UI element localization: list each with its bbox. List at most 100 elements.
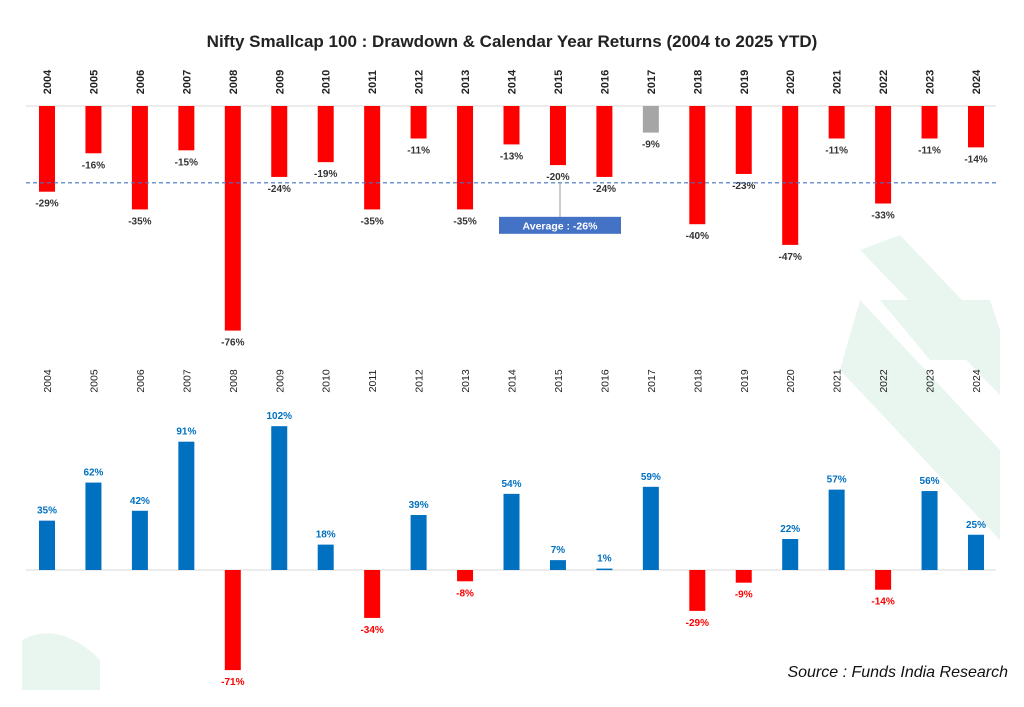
drawdown-data-label: -13% [500,151,523,162]
drawdown-year-label: 2006 [135,70,147,94]
drawdown-bar [782,106,799,245]
drawdown-data-label: -11% [407,146,430,157]
returns-bar [224,570,241,671]
returns-year-label: 2006 [135,369,147,393]
returns-year-label: 2014 [507,369,519,393]
returns-data-label: -34% [360,625,383,636]
drawdown-year-label: 2012 [414,70,426,94]
source-note: Source : Funds India Research [787,664,1008,681]
watermark-shape [22,633,100,690]
returns-year-label: 2004 [42,369,54,393]
returns-data-label: 91% [176,427,196,438]
returns-data-label: 57% [827,475,847,486]
returns-data-label: 39% [409,500,429,511]
returns-year-label: 2017 [646,369,658,393]
drawdown-year-label: 2021 [832,70,844,94]
drawdown-data-label: -35% [453,216,476,227]
returns-year-label: 2021 [832,369,844,393]
returns-year-label: 2015 [553,369,565,393]
returns-data-label: 54% [501,479,521,490]
drawdown-data-label: -11% [825,146,848,157]
drawdown-data-label: -16% [82,160,105,171]
returns-data-label: 22% [780,524,800,535]
drawdown-bar [921,106,938,139]
drawdown-year-label: 2017 [646,70,658,94]
drawdown-year-label: 2023 [925,70,937,94]
drawdown-data-label: -11% [918,146,941,157]
returns-year-label: 2009 [274,369,286,393]
drawdown-bar [85,106,102,154]
returns-year-label: 2023 [925,369,937,393]
drawdown-year-label: 2024 [971,69,983,94]
returns-bar [503,493,520,570]
returns-bar [131,510,148,570]
drawdown-year-label: 2019 [739,70,751,94]
returns-bar [39,520,55,570]
watermark-shape [860,235,1000,395]
drawdown-data-label: -24% [268,184,291,195]
drawdown-year-label: 2008 [228,70,240,94]
drawdown-year-label: 2015 [553,70,565,94]
drawdown-year-label: 2020 [785,70,797,94]
returns-year-label: 2022 [878,369,890,393]
returns-year-label: 2018 [692,369,704,393]
drawdown-year-label: 2007 [181,70,193,94]
drawdown-year-label: 2011 [367,70,379,94]
returns-bar [85,482,102,570]
average-callout-label: Average : -26% [523,220,599,232]
returns-bar [317,544,334,570]
returns-bar [410,515,427,570]
returns-data-label: 42% [130,496,150,507]
drawdown-bar [828,106,845,139]
drawdown-bar [224,106,241,331]
returns-data-label: 59% [641,472,661,483]
returns-data-label: -9% [735,590,753,601]
drawdown-year-label: 2016 [599,70,611,94]
returns-data-label: 35% [37,506,57,517]
drawdown-bar [503,106,520,145]
drawdown-data-label: -47% [779,252,802,263]
returns-data-label: 18% [316,530,336,541]
chart-title: Nifty Smallcap 100 : Drawdown & Calendar… [206,32,818,51]
returns-data-label: -8% [456,588,474,599]
drawdown-data-label: -35% [128,216,151,227]
returns-year-label: 2019 [739,369,751,393]
drawdown-bar [689,106,706,225]
returns-bar [782,538,799,570]
returns-bar [875,570,892,590]
drawdown-bar [410,106,427,139]
average-callout-box [499,216,621,234]
returns-data-label: -71% [221,677,244,688]
returns-data-label: 7% [551,545,566,556]
returns-bar [596,568,613,571]
drawdown-year-label: 2004 [42,69,54,94]
returns-bar [968,534,984,570]
returns-year-label: 2008 [228,369,240,393]
returns-year-label: 2024 [971,369,983,393]
drawdown-data-label: -14% [964,154,987,165]
drawdown-data-label: -24% [593,184,616,195]
returns-bar [828,489,845,570]
returns-data-label: -29% [686,618,709,629]
returns-year-label: 2016 [599,369,611,393]
returns-bar [735,570,752,583]
returns-bar [178,441,195,570]
drawdown-data-label: -76% [221,338,244,349]
returns-year-label: 2013 [460,369,472,393]
returns-year-label: 2005 [88,369,100,393]
drawdown-year-label: 2009 [274,70,286,94]
drawdown-bar [131,106,148,210]
drawdown-year-label: 2010 [321,70,333,94]
returns-bar [642,486,659,570]
drawdown-bar [642,106,659,133]
returns-bar [271,426,288,570]
returns-data-label: -14% [871,597,894,608]
returns-data-label: 102% [266,411,292,422]
returns-data-label: 25% [966,520,986,531]
drawdown-year-label: 2014 [507,69,519,94]
returns-year-label: 2011 [367,370,379,393]
returns-data-label: 56% [920,476,940,487]
drawdown-bar [457,106,474,210]
